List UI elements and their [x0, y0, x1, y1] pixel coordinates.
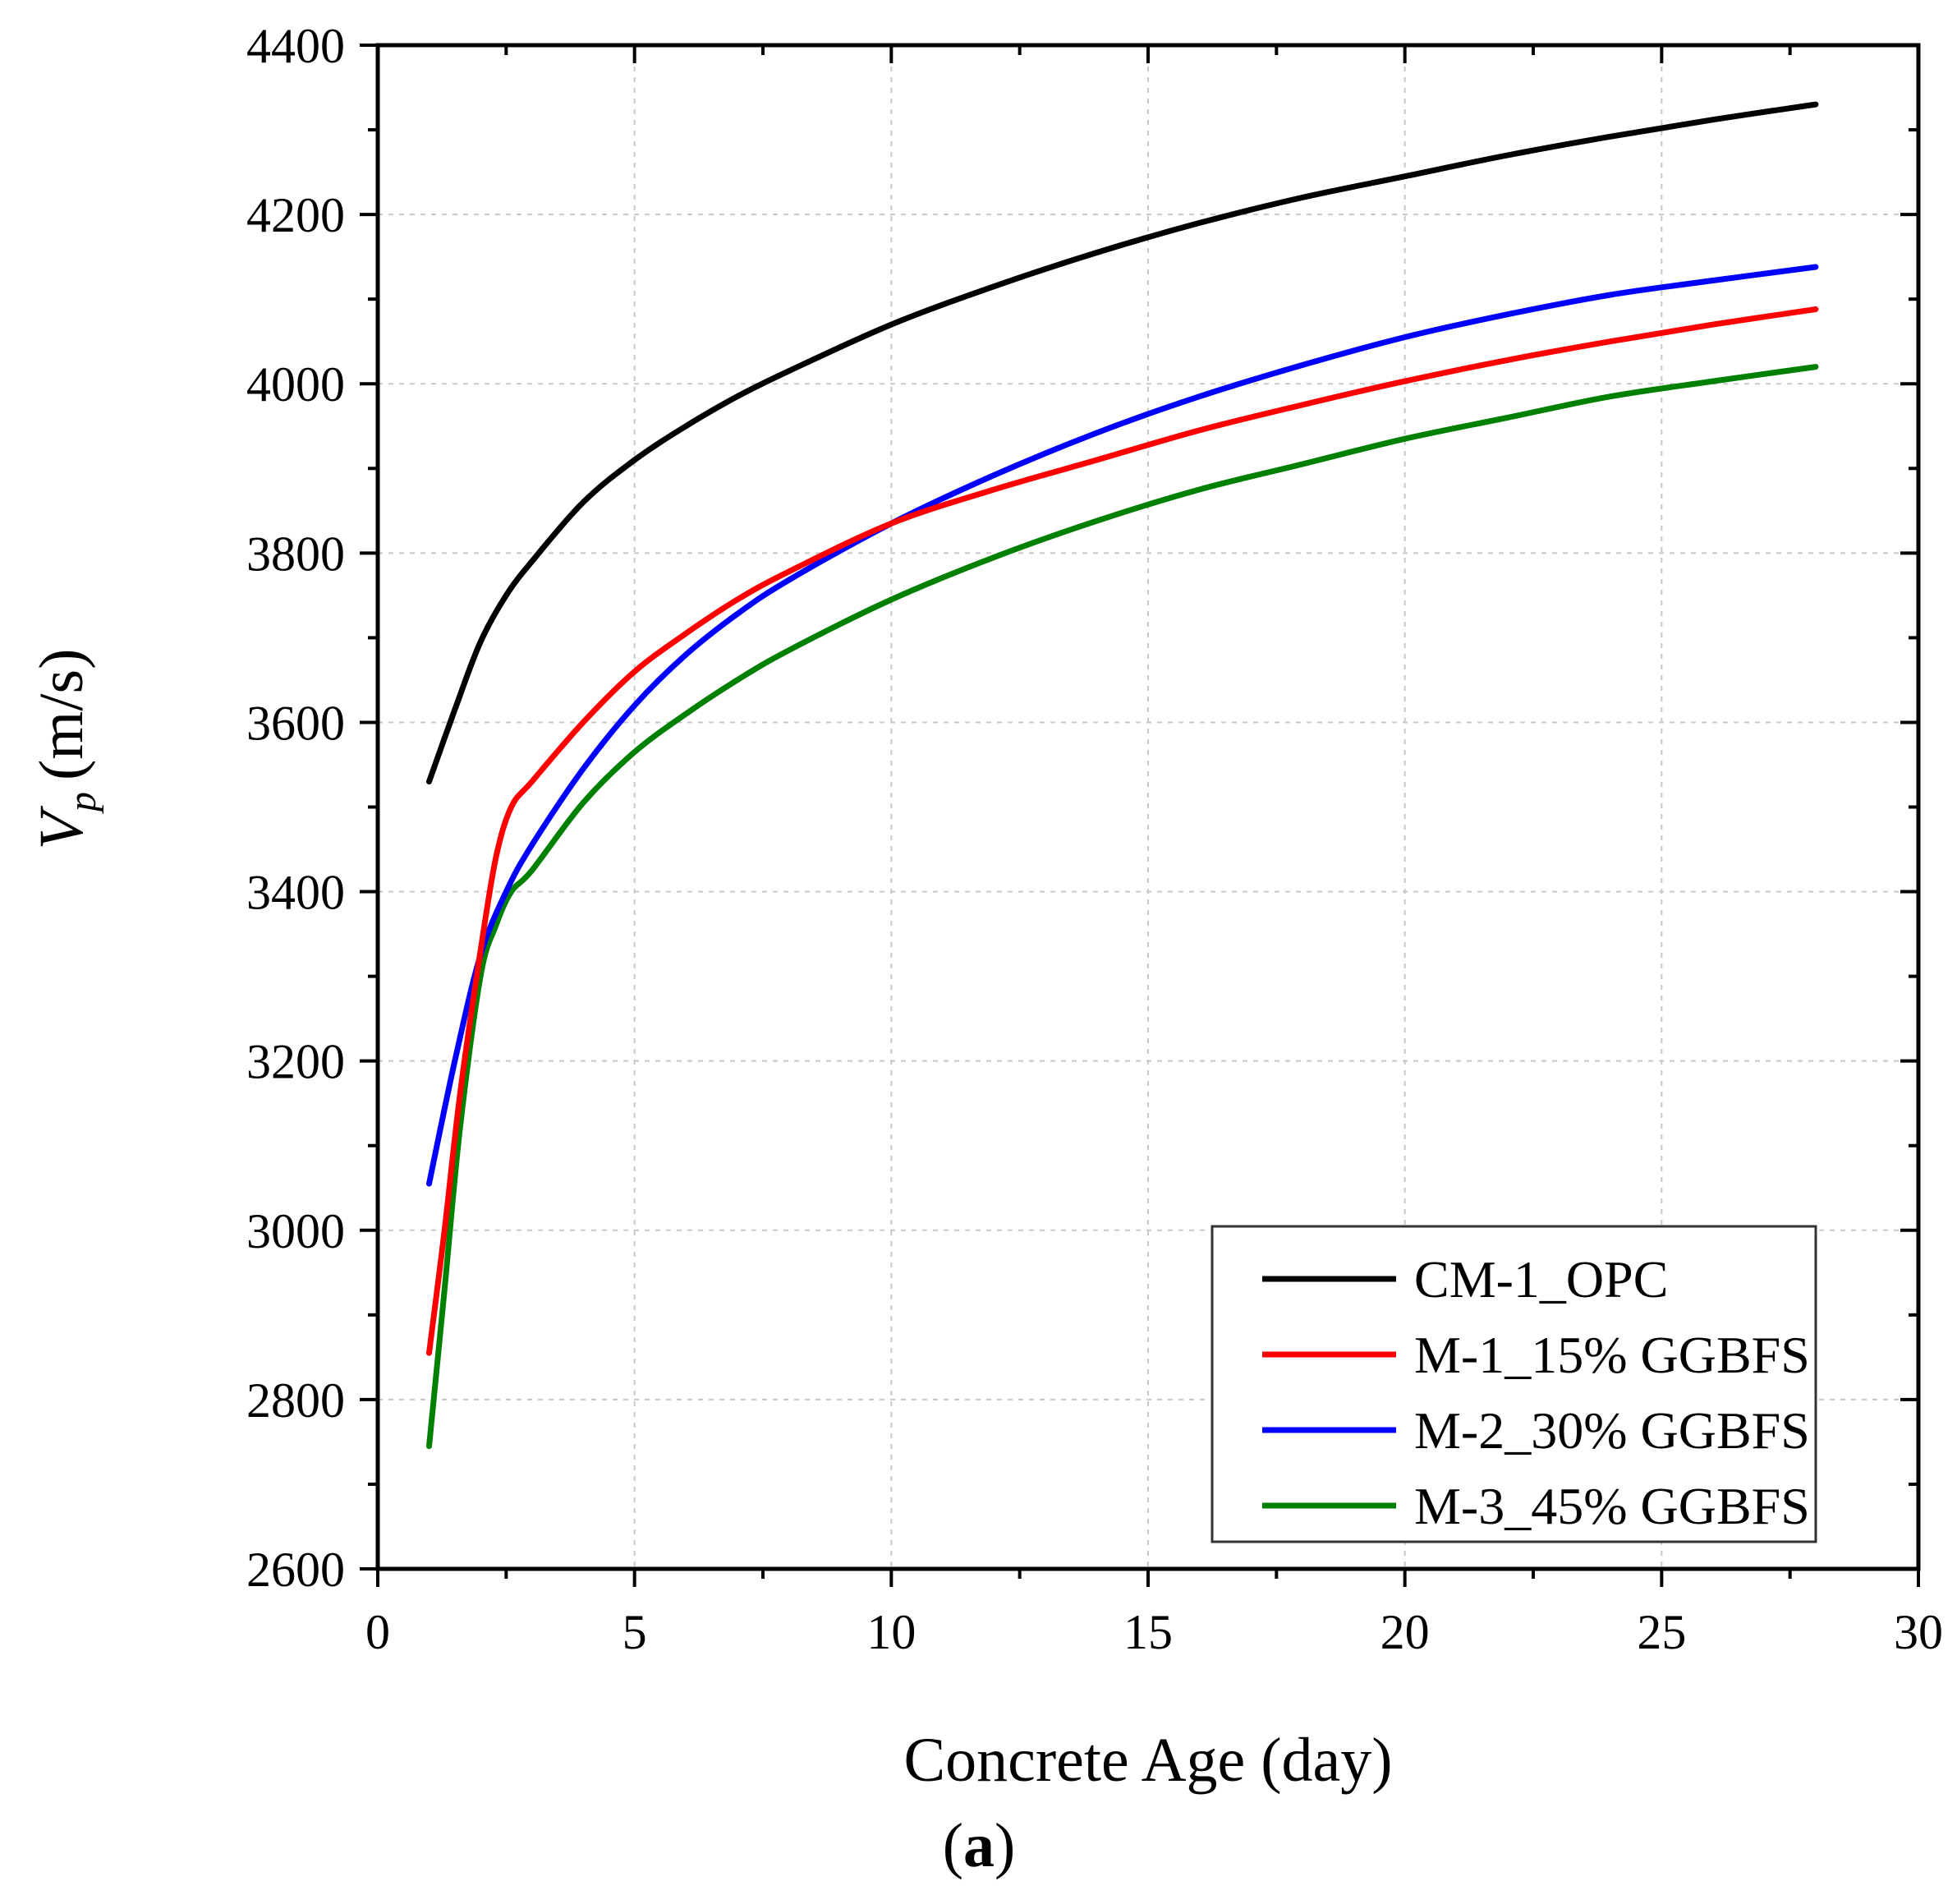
y-tick-label: 3000	[246, 1204, 345, 1258]
legend-label-2: M-1_15% GGBFS	[1414, 1326, 1810, 1384]
x-tick-labels: 0 5 10 15 20 25 30	[365, 1605, 1943, 1659]
y-tick-labels: 2600 2800 3000 3200 3400 3600 3800 4000 4200 4400	[246, 19, 345, 1597]
y-tick-label: 2600	[246, 1543, 345, 1597]
y-tick-label: 4000	[246, 357, 345, 412]
legend-label-1: CM-1_OPC	[1414, 1250, 1668, 1308]
series-line-4	[426, 364, 1819, 1450]
legend-label-3: M-2_30% GGBFS	[1414, 1401, 1810, 1460]
y-axis-title-subscript: p	[61, 792, 104, 814]
y-axis-title-unit: (m/s)	[27, 649, 96, 780]
legend: CM-1_OPC M-1_15% GGBFS M-2_30% GGBFS M-3_45…	[1210, 1225, 1817, 1543]
y-tick-label: 4400	[246, 19, 345, 73]
x-tick-label: 15	[1123, 1605, 1173, 1659]
x-tick-label: 20	[1380, 1605, 1430, 1659]
x-tick-label: 25	[1637, 1605, 1686, 1659]
figure-caption: (a)	[943, 1811, 1016, 1880]
axis-ticks	[360, 44, 1920, 1587]
x-tick-label: 30	[1894, 1605, 1943, 1659]
y-tick-label: 3800	[246, 527, 345, 581]
figure-caption-letter: a	[963, 1811, 995, 1880]
series-line-3	[426, 264, 1819, 1187]
x-axis-title: Concrete Age (day)	[903, 1726, 1392, 1795]
plot-series	[426, 101, 1819, 1450]
x-tick-label: 10	[866, 1605, 916, 1659]
x-tick-label: 0	[365, 1605, 390, 1659]
series-line-2	[426, 306, 1819, 1356]
x-tick-label: 5	[622, 1605, 647, 1659]
legend-label-4: M-3_45% GGBFS	[1414, 1477, 1810, 1535]
y-axis-title-symbol: V	[27, 805, 96, 849]
y-tick-label: 3600	[246, 696, 345, 750]
y-tick-label: 3200	[246, 1035, 345, 1089]
y-tick-label: 3400	[246, 866, 345, 920]
series-line-1	[426, 101, 1819, 785]
y-tick-label: 2800	[246, 1373, 345, 1428]
grid-lines	[378, 45, 1918, 1569]
y-axis-title: Vp (m/s)	[27, 649, 104, 850]
y-tick-label: 4200	[246, 188, 345, 242]
